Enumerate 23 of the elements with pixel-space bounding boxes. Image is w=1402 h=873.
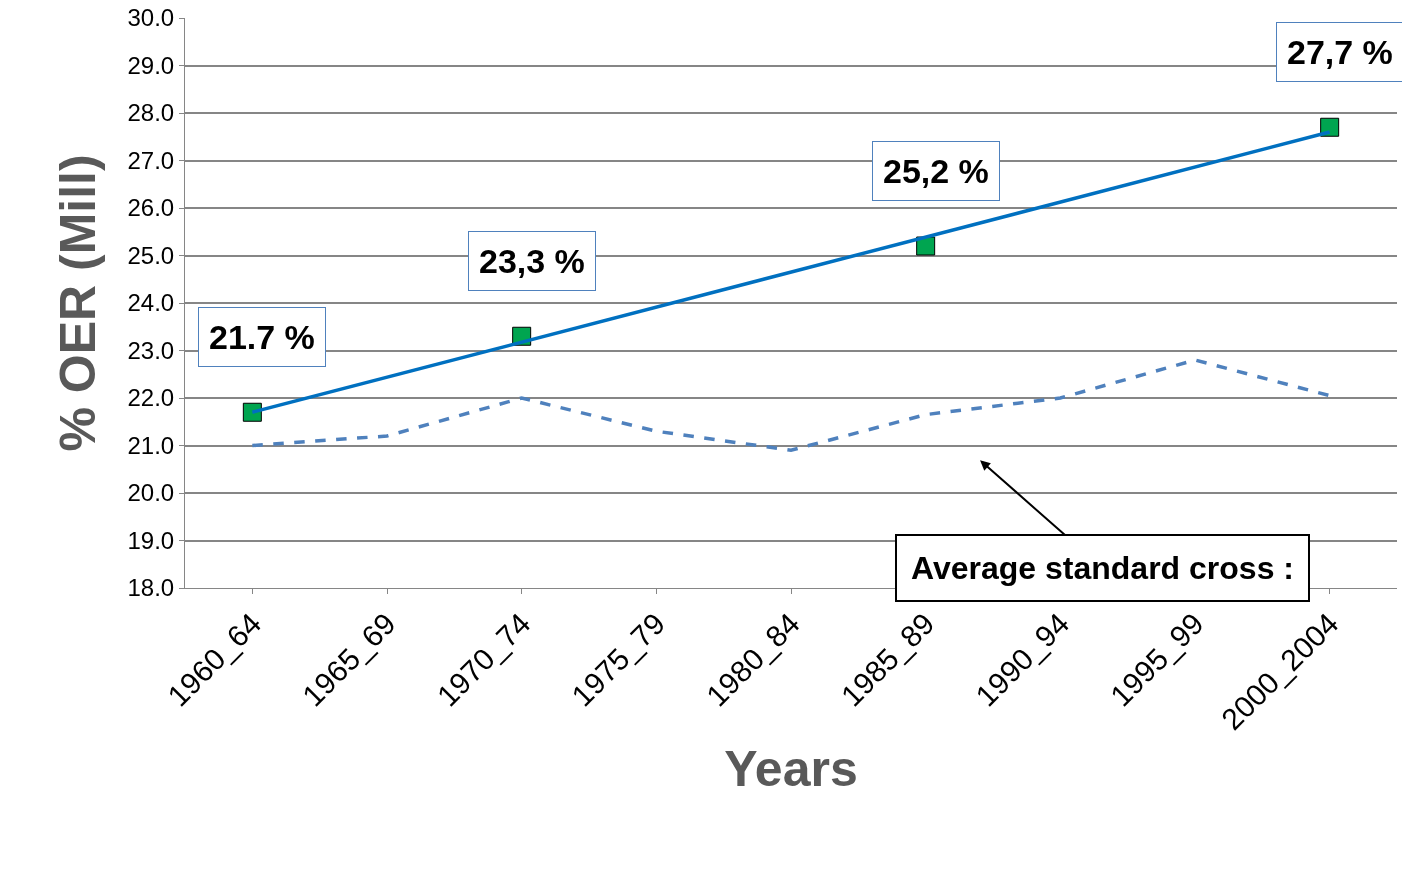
y-tick-label: 29.0 bbox=[127, 51, 175, 79]
y-tick-label: 20.0 bbox=[127, 479, 175, 507]
line-series bbox=[250, 358, 1332, 452]
y-tick-label: 25.0 bbox=[127, 241, 175, 269]
data-label: 21.7 % bbox=[209, 318, 315, 356]
data-label: 23,3 % bbox=[479, 242, 585, 280]
y-tick-label: 24.0 bbox=[127, 289, 175, 317]
data-label: 27,7 % bbox=[1287, 33, 1393, 71]
y-tick-label: 18.0 bbox=[127, 574, 175, 602]
point bbox=[242, 402, 262, 422]
y-tick-label: 19.0 bbox=[127, 526, 175, 554]
y-axis-title: % OER (Mill) bbox=[50, 154, 107, 452]
y-tick-label: 21.0 bbox=[127, 431, 175, 459]
y-tick-label: 30.0 bbox=[127, 4, 175, 32]
data-label: 25,2 % bbox=[883, 152, 989, 190]
annotation: Average standard cross : bbox=[911, 550, 1294, 586]
x-axis-title: Years bbox=[724, 740, 858, 797]
point bbox=[1320, 117, 1340, 137]
y-tick-label: 26.0 bbox=[127, 194, 175, 222]
y-tick-label: 28.0 bbox=[127, 99, 175, 127]
y-tick-label: 22.0 bbox=[127, 384, 175, 412]
y-tick-label: 23.0 bbox=[127, 336, 175, 364]
y-tick-label: 27.0 bbox=[127, 146, 175, 174]
